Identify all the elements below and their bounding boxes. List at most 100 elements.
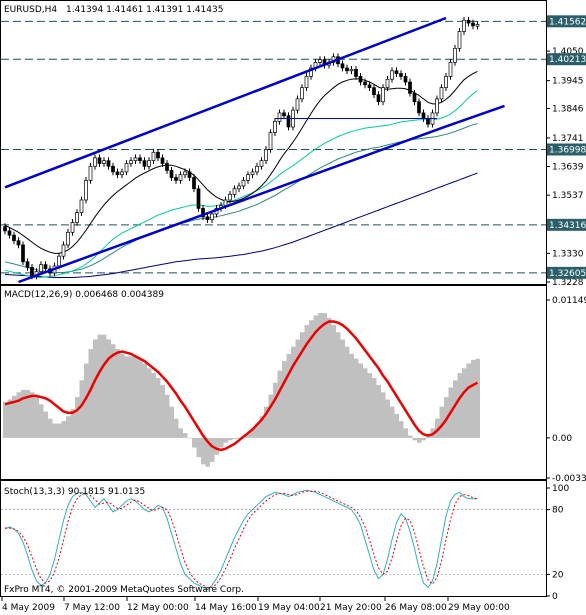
candle-body xyxy=(187,171,192,178)
macd-histogram-bar xyxy=(88,349,93,438)
macd-histogram-bar xyxy=(174,418,179,438)
macd-histogram-bar xyxy=(183,433,188,438)
macd-histogram-bar xyxy=(147,368,152,438)
macd-histogram-bar xyxy=(345,346,350,438)
candle-body xyxy=(345,67,349,72)
candle-body xyxy=(115,171,120,176)
stoch-tick-label: 80 xyxy=(552,506,564,516)
price-tick-label: 1.3639 xyxy=(552,163,584,173)
price-level-badge xyxy=(547,266,586,279)
candle-body xyxy=(97,157,102,164)
macd-histogram-bar xyxy=(214,437,219,455)
macd-histogram-bar xyxy=(120,353,125,438)
candle-body xyxy=(21,244,25,263)
x-tick-label: 14 May 16:00 xyxy=(195,603,257,613)
macd-histogram-bar xyxy=(43,411,48,438)
price-level-badge-label: 1.41562 xyxy=(549,17,586,27)
candle-body xyxy=(250,171,255,176)
stoch-title: Stoch(13,3,3) 90.1815 91.0135 xyxy=(4,487,145,497)
macd-histogram-bar xyxy=(385,399,390,438)
channel-line xyxy=(4,16,447,189)
candle-body xyxy=(363,81,367,86)
candle-body xyxy=(111,165,115,173)
macd-histogram-bar xyxy=(282,361,287,438)
candle-body xyxy=(151,151,156,162)
candle-body xyxy=(304,76,309,89)
macd-histogram-bar xyxy=(237,437,242,439)
macd-histogram-bar xyxy=(70,409,75,438)
macd-histogram-bar xyxy=(52,423,57,438)
price-tick-label: 1.3846 xyxy=(552,104,584,114)
candle-body xyxy=(169,170,174,178)
macd-histogram-bar xyxy=(376,385,381,438)
macd-histogram-bar xyxy=(394,413,399,438)
candle-body xyxy=(408,81,412,94)
macd-histogram-bar xyxy=(111,344,116,438)
candle-body xyxy=(295,98,300,111)
macd-histogram-bar xyxy=(403,428,408,438)
candle-body xyxy=(426,118,430,125)
macd-histogram-bar xyxy=(178,428,183,438)
candle-body xyxy=(237,185,241,190)
candle-body xyxy=(354,69,358,77)
candle-body xyxy=(102,160,106,164)
candle-body xyxy=(286,115,291,128)
macd-histogram-bar xyxy=(102,334,107,438)
price-tick-label: 1.3537 xyxy=(552,191,584,201)
macd-histogram-bar xyxy=(273,382,278,438)
stoch-panel-frame xyxy=(0,480,547,597)
stoch-panel xyxy=(1,489,546,591)
macd-histogram-bar xyxy=(367,373,372,438)
macd-histogram-bar xyxy=(187,437,192,439)
candle-body xyxy=(273,121,277,133)
price-tick-label: 1.3330 xyxy=(552,249,584,259)
macd-tick-label: 0.00 xyxy=(552,434,572,444)
candle-body xyxy=(210,213,214,221)
macd-histogram-bar xyxy=(318,313,323,438)
candle-body xyxy=(228,194,232,201)
candle-body xyxy=(399,73,403,77)
candle-body xyxy=(174,177,178,181)
macd-histogram-bar xyxy=(66,416,71,438)
macd-histogram-bar xyxy=(12,395,17,438)
candle-body xyxy=(448,62,453,77)
chart-header-symbol: EURUSD,H4 xyxy=(4,5,57,15)
candle-body xyxy=(417,101,421,114)
macd-tick-label: -0.00334 xyxy=(552,474,586,484)
macd-histogram-bar xyxy=(115,349,120,438)
macd-histogram-bar xyxy=(48,418,53,438)
macd-histogram-bar xyxy=(151,373,156,438)
macd-histogram-bar xyxy=(7,399,12,438)
macd-histogram-bar xyxy=(39,404,44,438)
price-level-badge xyxy=(547,15,586,28)
macd-histogram-bar xyxy=(79,380,84,438)
price-tick-label: 1.3228 xyxy=(552,278,584,288)
macd-histogram-bar xyxy=(309,320,314,438)
macd-histogram-bar xyxy=(358,363,363,438)
price-level-badge xyxy=(547,218,586,231)
candle-body xyxy=(3,226,7,232)
candle-body xyxy=(394,70,399,74)
candle-body xyxy=(412,92,417,103)
candle-body xyxy=(106,160,111,167)
candle-body xyxy=(300,87,304,100)
macd-histogram-bar xyxy=(57,423,62,438)
macd-histogram-bar xyxy=(295,339,300,438)
x-tick-label: 21 May 20:00 xyxy=(320,603,382,613)
stoch-tick-label: 20 xyxy=(552,570,564,580)
macd-histogram-bar xyxy=(286,353,291,438)
candle-body xyxy=(57,255,61,267)
candle-body xyxy=(84,179,88,201)
candle-body xyxy=(318,59,322,63)
macd-tick-label: 0.01149 xyxy=(552,296,586,306)
candle-body xyxy=(403,76,408,83)
macd-histogram-bar xyxy=(399,421,404,438)
macd-histogram-bar xyxy=(97,334,102,438)
candle-body xyxy=(457,31,462,49)
macd-histogram-bar xyxy=(268,394,273,438)
price-panel xyxy=(1,16,546,284)
macd-histogram-bar xyxy=(277,370,282,438)
ma-slow-line xyxy=(4,172,478,278)
candle-body xyxy=(66,231,70,246)
